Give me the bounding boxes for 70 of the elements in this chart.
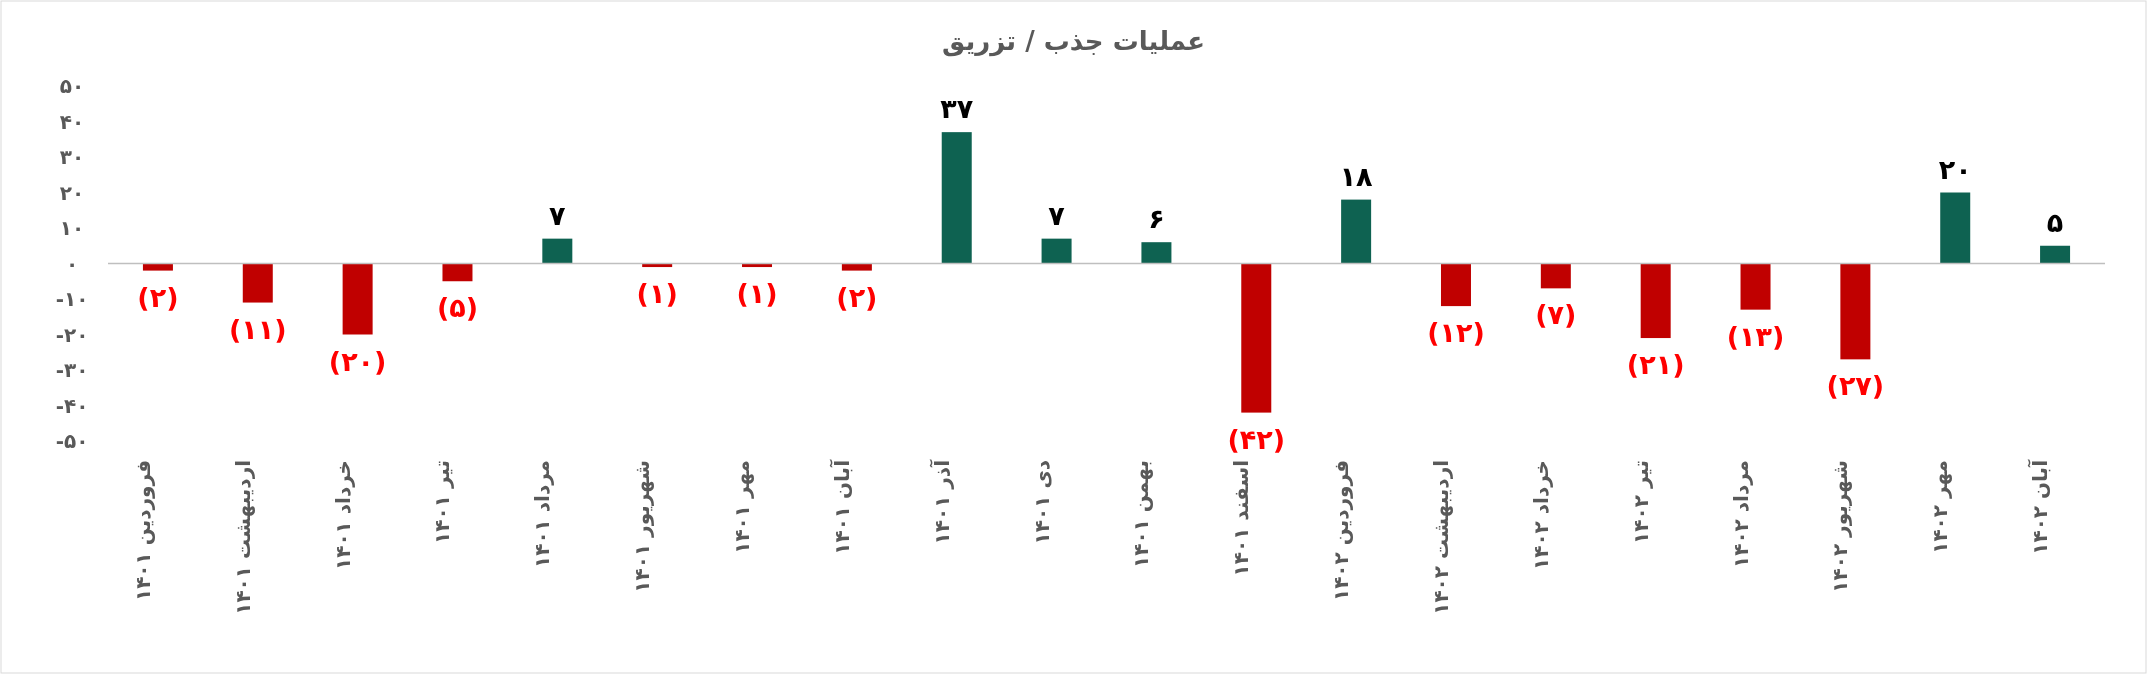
data-label: (۴۲) (1227, 423, 1286, 455)
y-tick-label: ۴۰ (59, 109, 85, 134)
bar (342, 263, 373, 335)
x-tick-label: بهمن ۱۴۰۱ (1129, 460, 1154, 568)
data-label: (۱۳) (1726, 320, 1785, 352)
data-label: (۱) (636, 278, 678, 310)
y-tick-label: ۱۰ (59, 216, 85, 240)
bar (1241, 263, 1272, 413)
data-label: (۲۰) (328, 345, 387, 377)
x-tick-label: خرداد ۱۴۰۲ (1528, 460, 1553, 571)
x-tick-label: فروردین ۱۴۰۲ (1329, 460, 1354, 602)
bar (1640, 263, 1671, 339)
x-tick-label: آذر ۱۴۰۱ (928, 458, 954, 545)
data-label: ۳۷ (940, 93, 974, 125)
bar (1341, 199, 1372, 264)
data-label: (۷) (1535, 299, 1577, 331)
x-tick-label: شهریور ۱۴۰۱ (630, 460, 655, 593)
y-tick-label: -۳۰ (55, 358, 89, 382)
data-label: (۱۱) (228, 313, 287, 345)
bar (1740, 263, 1771, 310)
y-tick-label: ۰ (65, 251, 79, 276)
data-label: ۷ (1048, 199, 1066, 231)
bar (442, 263, 473, 282)
x-tick-label: اردیبهشت ۱۴۰۱ (230, 460, 255, 615)
x-tick-label: فروردین ۱۴۰۱ (130, 460, 155, 602)
bar (1540, 263, 1571, 289)
x-tick-label: آبان ۱۴۰۲ (2027, 458, 2053, 555)
data-label: (۱) (736, 278, 778, 310)
y-tick-label: ۵۰ (59, 74, 85, 98)
data-label: (۵) (436, 292, 479, 324)
bar (2040, 245, 2071, 264)
bar (1940, 192, 1971, 264)
x-tick-label: اردیبهشت ۱۴۰۲ (1428, 460, 1453, 615)
bar (542, 238, 573, 264)
chart-title: عملیات جذب / تزریق (942, 26, 1205, 57)
bar (1141, 242, 1172, 264)
data-label: ۶ (1148, 203, 1165, 235)
x-tick-label: دی ۱۴۰۱ (1029, 460, 1054, 545)
bar (242, 263, 273, 303)
data-label: ۲۰ (1938, 153, 1972, 185)
data-label: ۱۸ (1339, 160, 1374, 192)
x-tick-label: مهر ۱۴۰۲ (1928, 460, 1953, 554)
data-label: (۲۱) (1626, 349, 1685, 381)
y-tick-label: -۲۰ (55, 322, 89, 347)
data-label: (۱۲) (1427, 317, 1485, 349)
x-tick-label: تیر ۱۴۰۱ (430, 460, 455, 544)
y-tick-label: -۴۰ (55, 393, 89, 418)
y-tick-label: -۱۰ (55, 287, 89, 311)
bar (941, 132, 972, 264)
x-tick-label: مهر ۱۴۰۱ (730, 460, 755, 554)
data-label: (۲) (137, 281, 179, 313)
x-tick-label: مرداد ۱۴۰۲ (1728, 460, 1753, 568)
data-label: ۵ (2046, 206, 2064, 238)
y-tick-label: ۲۰ (59, 180, 85, 205)
x-tick-label: اسفند ۱۴۰۱ (1229, 460, 1254, 577)
y-tick-label: -۵۰ (55, 429, 89, 453)
y-tick-label: ۳۰ (59, 145, 85, 169)
x-tick-label: خرداد ۱۴۰۱ (330, 460, 355, 571)
x-tick-label: مرداد ۱۴۰۱ (530, 460, 555, 568)
bar (1840, 263, 1871, 360)
data-label: (۲۷) (1826, 370, 1885, 402)
bar (1041, 238, 1072, 264)
data-label: (۲) (836, 281, 878, 313)
x-tick-label: آبان ۱۴۰۱ (828, 458, 854, 555)
bar (1440, 263, 1471, 307)
x-tick-label: شهریور ۱۴۰۲ (1828, 460, 1853, 593)
x-tick-label: تیر ۱۴۰۲ (1628, 460, 1653, 544)
data-label: ۷ (549, 199, 567, 231)
bar (841, 263, 872, 271)
bar (142, 263, 173, 271)
